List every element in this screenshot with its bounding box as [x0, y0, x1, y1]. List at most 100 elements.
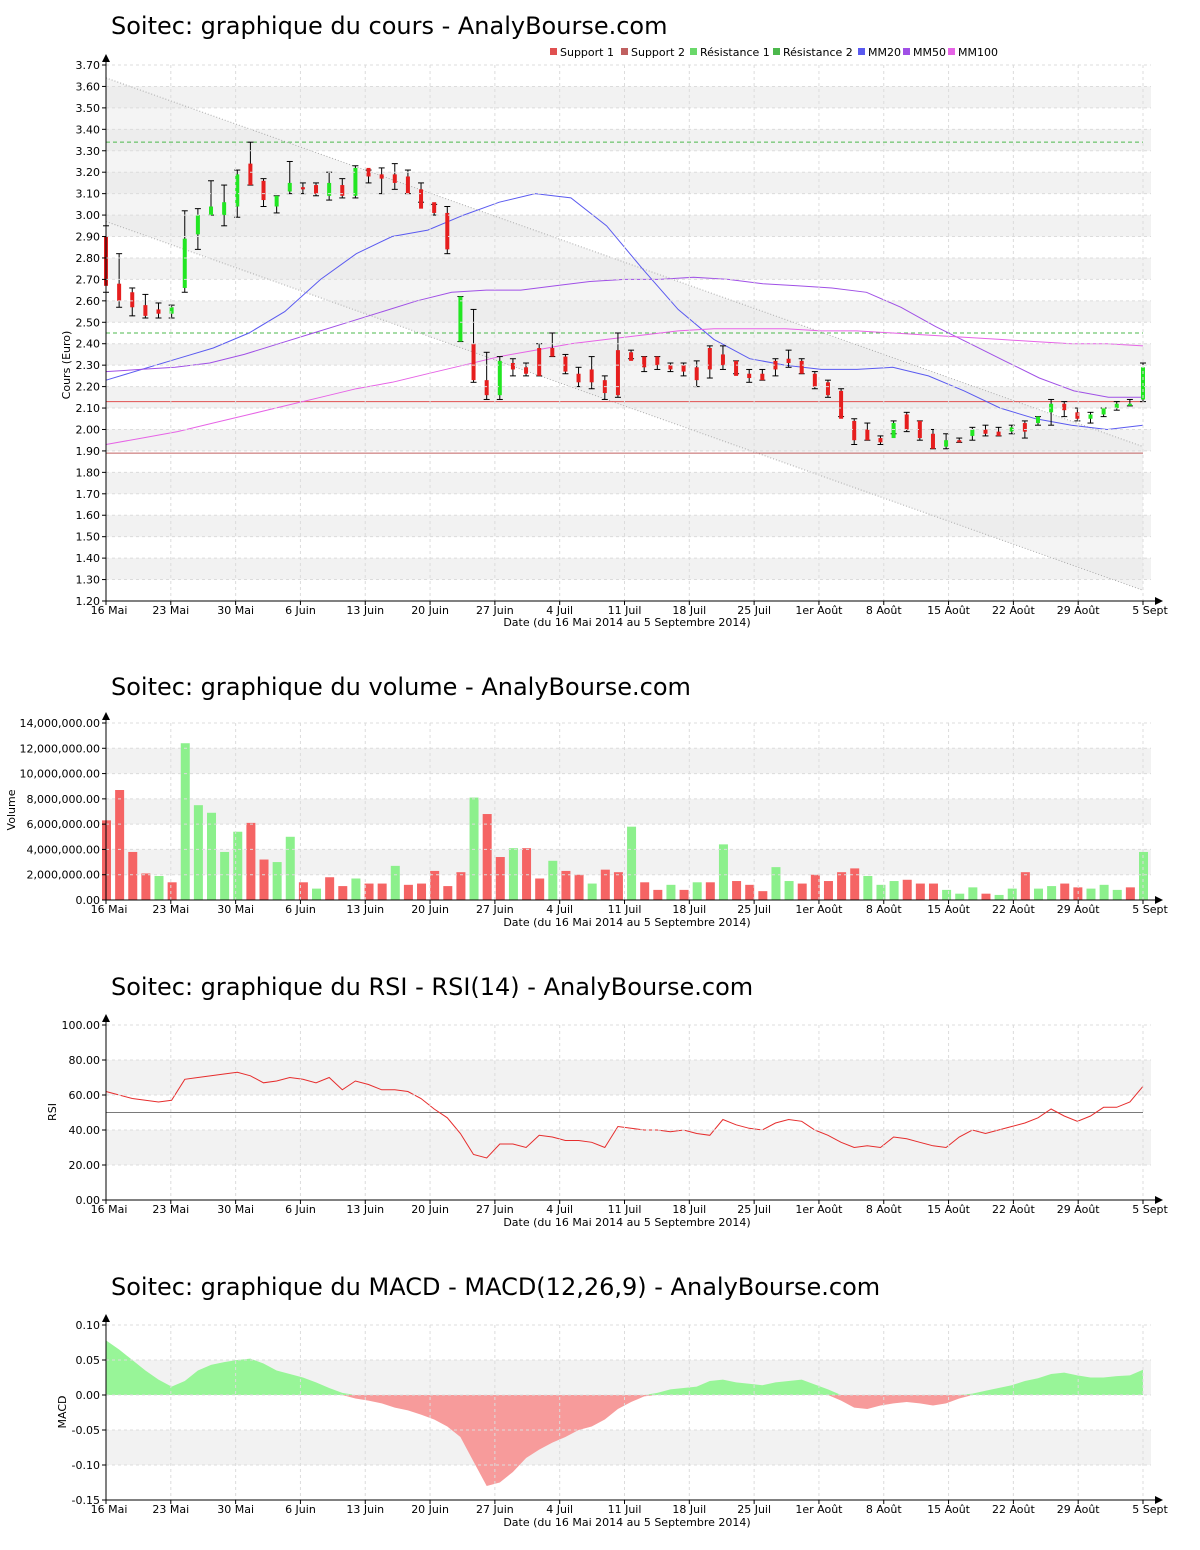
- candle-body: [471, 343, 476, 381]
- candle-body: [734, 360, 739, 376]
- x-tick-label: 22 Août: [992, 1503, 1036, 1516]
- candle-body: [524, 367, 529, 374]
- rsi-y-tick-label: 80.00: [69, 1054, 101, 1067]
- candle: [838, 388, 845, 419]
- volume-bar: [771, 867, 781, 900]
- x-tick-label: 16 Mai: [91, 1503, 128, 1516]
- x-tick-label: 11 Juil: [608, 903, 642, 916]
- svg-text:MM50: MM50: [913, 46, 946, 59]
- volume-bar: [364, 883, 374, 900]
- candle-body: [1075, 412, 1080, 419]
- volume-bar: [640, 882, 650, 900]
- candle: [221, 184, 228, 227]
- candle-body: [668, 365, 673, 370]
- x-tick-label: 30 Mai: [217, 903, 254, 916]
- volume-bar: [522, 848, 532, 900]
- candle: [1061, 401, 1068, 418]
- grid-band: [106, 257, 1151, 280]
- volume-bar: [1112, 889, 1122, 900]
- price-y-tick-label: 1.80: [76, 466, 101, 479]
- candle: [352, 165, 359, 199]
- volume-bar: [718, 844, 728, 900]
- volume-bar: [246, 822, 256, 900]
- x-tick-label: 11 Juil: [608, 1203, 642, 1216]
- grid-band: [106, 300, 1151, 323]
- volume-bar: [443, 886, 453, 900]
- legend-mm100: MM100: [948, 46, 998, 59]
- volume-bar: [613, 872, 623, 900]
- macd-axes: 16 Mai 23 Mai 30 Mai 6 Juin 13 Juin 20 Juin 27…: [72, 1314, 1168, 1516]
- candle: [339, 178, 346, 199]
- volume-bar: [482, 814, 492, 900]
- volume-bar: [469, 797, 479, 900]
- price-y-tick-label: 3.00: [76, 209, 101, 222]
- candle-body: [117, 283, 122, 301]
- price-y-tick-label: 3.30: [76, 145, 101, 158]
- x-tick-label: 13 Juin: [346, 604, 384, 617]
- candle-body: [891, 423, 896, 439]
- legend-resistance-1: Résistance 1: [690, 46, 770, 59]
- candle-body: [852, 420, 857, 441]
- candle: [247, 141, 254, 186]
- x-tick-label: 27 Juin: [476, 1203, 514, 1216]
- volume-bar: [325, 877, 335, 900]
- candle-body: [497, 360, 502, 396]
- x-tick-label: 18 Juil: [672, 903, 706, 916]
- volume-bar: [968, 887, 978, 900]
- grid-band: [106, 1060, 1151, 1095]
- x-tick-label: 20 Juin: [411, 604, 449, 617]
- volume-bar: [837, 872, 847, 900]
- x-tick-label: 13 Juin: [346, 903, 384, 916]
- rsi-chart-title: Soitec: graphique du RSI - RSI(14) - Ana…: [111, 973, 753, 1001]
- volume-bar: [653, 889, 663, 900]
- x-tick-label: 20 Juin: [411, 903, 449, 916]
- volume-axes: 16 Mai 23 Mai 30 Mai 6 Juin 13 Juin 20 Juin 27…: [20, 712, 1168, 916]
- y-axis-arrow: [102, 1014, 110, 1022]
- volume-bar: [535, 878, 545, 900]
- rsi-y-tick-label: 20.00: [69, 1159, 101, 1172]
- price-y-tick-label: 3.50: [76, 102, 101, 115]
- macd-positive-area: [106, 1340, 1143, 1395]
- candle-body: [996, 431, 1001, 436]
- x-tick-label: 15 Août: [927, 1203, 971, 1216]
- candle-body: [1049, 403, 1054, 413]
- x-tick-label: 5 Sept: [1132, 903, 1168, 916]
- macd-x-label: Date (du 16 Mai 2014 au 5 Septembre 2014…: [503, 1516, 750, 1529]
- x-tick-label: 16 Mai: [91, 1203, 128, 1216]
- candle-body: [1101, 408, 1106, 415]
- candle: [129, 287, 136, 317]
- volume-y-tick-label: 12,000,000.00: [20, 742, 100, 755]
- x-tick-label: 8 Août: [866, 1503, 903, 1516]
- candle-body: [878, 438, 883, 443]
- volume-bar: [876, 884, 886, 900]
- trend-channel-upper: [105, 77, 1144, 448]
- rsi-chart: Soitec: graphique du RSI - RSI(14) - Ana…: [46, 973, 1168, 1229]
- candle-body: [747, 373, 752, 379]
- volume-bar: [902, 879, 912, 900]
- x-tick-label: 22 Août: [992, 1203, 1036, 1216]
- x-tick-label: 5 Sept: [1132, 604, 1168, 617]
- volume-bar: [338, 886, 348, 900]
- candle: [982, 424, 989, 437]
- macd-chart-title: Soitec: graphique du MACD - MACD(12,26,9…: [111, 1273, 880, 1301]
- price-y-tick-label: 1.60: [76, 509, 101, 522]
- candle-body: [550, 348, 555, 357]
- x-tick-label: 29 Août: [1057, 604, 1101, 617]
- candle-body: [130, 292, 135, 308]
- x-tick-label: 30 Mai: [217, 1203, 254, 1216]
- candle-body: [1009, 427, 1014, 432]
- price-y-tick-label: 1.90: [76, 445, 101, 458]
- candle-body: [445, 212, 450, 250]
- x-tick-label: 23 Mai: [152, 604, 189, 617]
- candle: [260, 178, 267, 208]
- svg-text:Support 1: Support 1: [560, 46, 614, 59]
- candle: [168, 304, 175, 319]
- candle: [549, 332, 556, 358]
- candle-body: [944, 440, 949, 447]
- price-y-tick-label: 1.20: [76, 595, 101, 608]
- candle: [1074, 407, 1081, 422]
- volume-bar: [942, 889, 952, 900]
- candle: [851, 418, 858, 445]
- volume-bar: [745, 884, 755, 900]
- volume-y-tick-label: 10,000,000.00: [20, 768, 100, 781]
